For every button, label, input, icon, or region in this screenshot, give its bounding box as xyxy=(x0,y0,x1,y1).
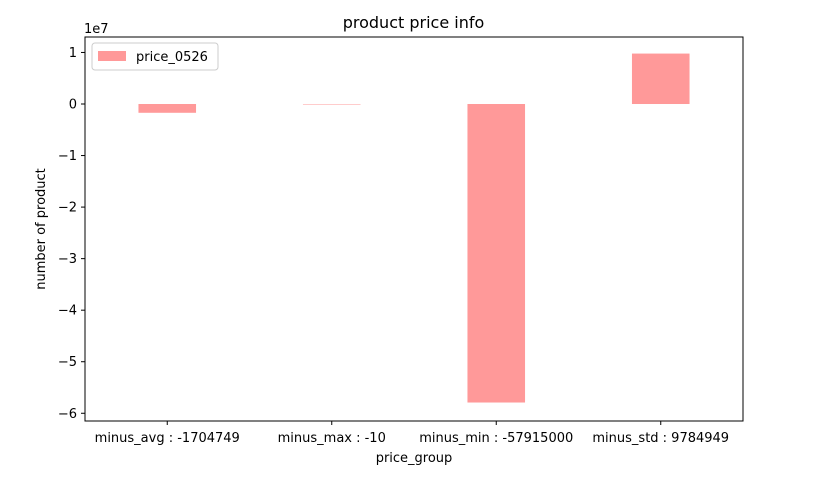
bars-layer xyxy=(138,53,690,403)
bar-1 xyxy=(138,104,197,113)
y-axis-label: number of product xyxy=(34,168,49,290)
bar-2 xyxy=(302,104,361,105)
y-tick-label: −2 xyxy=(58,201,77,216)
x-tick-label: minus_max : -10 xyxy=(278,431,386,446)
legend: price_0526 xyxy=(91,42,219,71)
y-tick-label: 0 xyxy=(69,98,77,113)
y-tick-label: −3 xyxy=(58,252,77,267)
x-tick-label: minus_avg : -1704749 xyxy=(95,431,240,446)
legend-box xyxy=(91,42,219,71)
y-tick-label: −6 xyxy=(58,407,77,422)
bar-4 xyxy=(631,53,690,105)
bar-3 xyxy=(467,104,526,403)
y-tick-label: −1 xyxy=(58,149,77,164)
plot-frame xyxy=(84,36,744,422)
y-axis-offset-label: 1e7 xyxy=(84,22,109,37)
x-tick-label: minus_std : 9784949 xyxy=(592,431,729,446)
x-tick-label: minus_min : -57915000 xyxy=(419,431,573,446)
chart-title: product price info xyxy=(343,13,485,32)
y-tick-label: −5 xyxy=(58,355,77,370)
y-tick-label: 1 xyxy=(69,46,77,61)
legend-swatch xyxy=(98,51,126,61)
x-axis-label: price_group xyxy=(376,451,453,466)
ticks-layer: minus_avg : -1704749 minus_max : -10 minus… xyxy=(58,46,729,446)
y-tick-label: −4 xyxy=(58,304,77,319)
legend-entry-label: price_0526 xyxy=(136,50,208,65)
